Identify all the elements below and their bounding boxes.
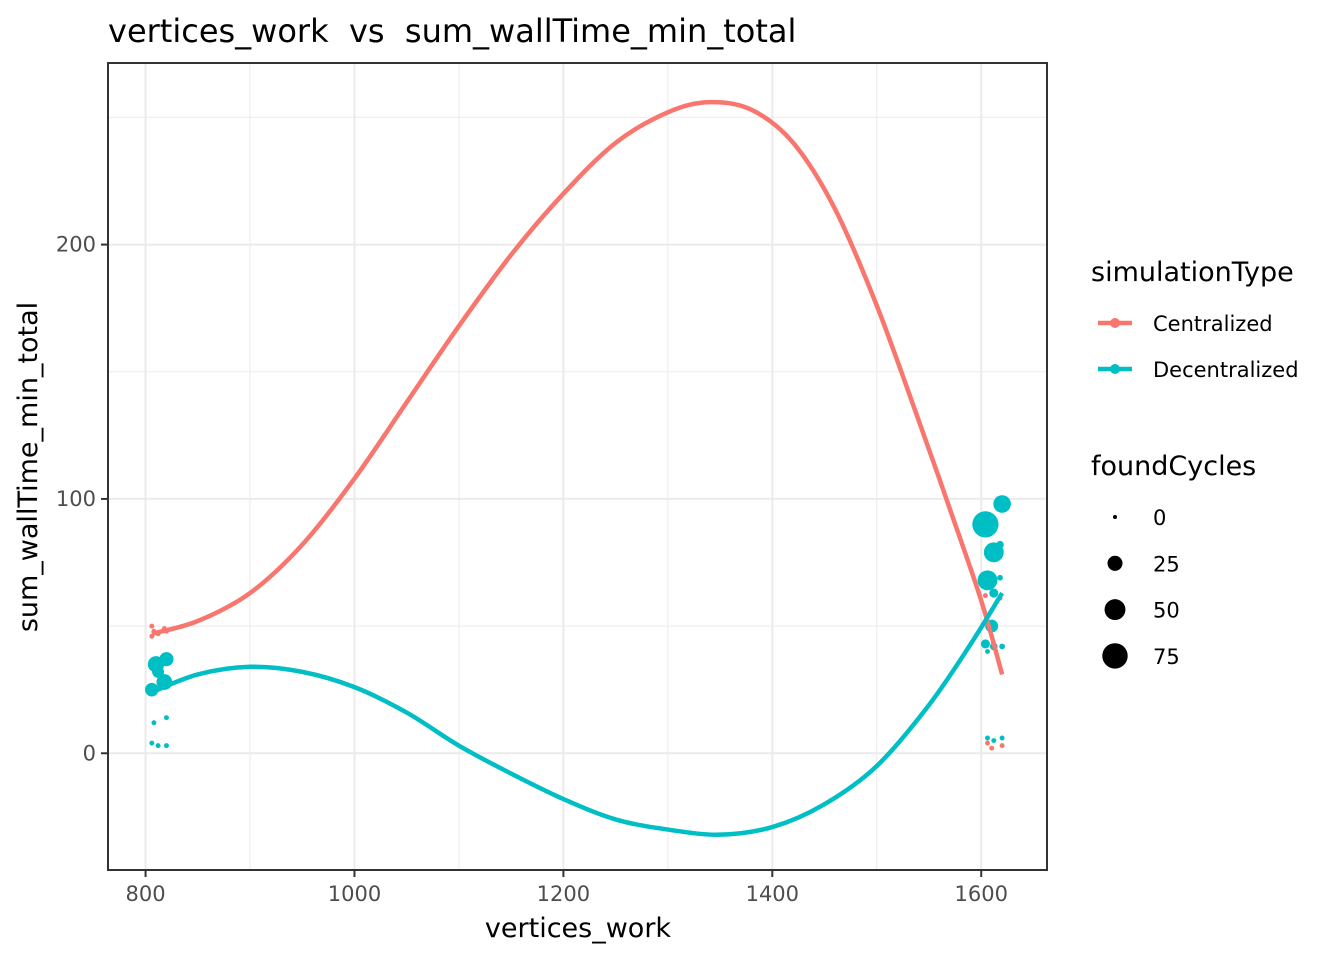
x-tick-label: 1400: [746, 882, 799, 906]
chart-title: vertices_work vs sum_wallTime_min_total: [108, 12, 796, 50]
data-point-decentralized: [163, 715, 169, 721]
data-point-decentralized: [972, 511, 999, 538]
legend-key-point: [1110, 318, 1120, 328]
x-tick-label: 1600: [955, 882, 1008, 906]
data-point-decentralized: [999, 643, 1005, 650]
data-point-centralized: [982, 593, 988, 599]
y-axis: 0 100 200: [56, 233, 108, 765]
data-point-decentralized: [991, 738, 997, 744]
data-point-decentralized: [993, 495, 1011, 513]
data-point-decentralized: [985, 649, 990, 655]
size-legend-title: foundCycles: [1091, 451, 1256, 482]
plot-panel-border: [107, 62, 1048, 871]
data-point-centralized: [989, 745, 995, 751]
y-tick-label: 0: [83, 741, 96, 765]
data-point-decentralized: [163, 743, 169, 749]
x-tick-label: 800: [126, 882, 166, 906]
legend-label: 0: [1153, 506, 1166, 530]
data-point-decentralized: [999, 735, 1005, 741]
legend-size-key: [1102, 643, 1128, 669]
series-layer: [145, 99, 1011, 837]
data-point-decentralized: [977, 570, 998, 591]
legend-label: Decentralized: [1153, 358, 1299, 382]
data-point-decentralized: [989, 588, 999, 598]
legend-label: 75: [1153, 645, 1180, 669]
size-legend: foundCycles 0 25 50 75: [1091, 451, 1256, 669]
data-point-decentralized: [159, 652, 174, 667]
data-point-centralized: [985, 740, 990, 746]
data-point-centralized: [999, 743, 1005, 749]
smooth-line-decentralized: [150, 591, 1005, 837]
legend-key-point: [1110, 364, 1120, 374]
x-axis-title: vertices_work: [485, 913, 672, 944]
y-axis-title: sum_wallTime_min_total: [13, 302, 44, 632]
legend-size-key: [1104, 599, 1126, 621]
data-point-decentralized: [151, 720, 157, 726]
legend-label: Centralized: [1153, 312, 1273, 336]
data-point-decentralized: [980, 639, 990, 649]
data-point-centralized: [149, 623, 155, 629]
legend-label: 25: [1153, 552, 1180, 576]
legend-size-key: [1107, 555, 1123, 571]
data-point-decentralized: [996, 540, 1004, 549]
x-axis: 800 1000 1200 1400 1600: [126, 870, 1008, 906]
x-tick-label: 1000: [328, 882, 381, 906]
y-tick-label: 200: [56, 233, 96, 257]
data-point-decentralized: [149, 740, 155, 746]
data-point-decentralized: [985, 735, 990, 741]
grid-minor: [109, 64, 1046, 869]
smooth-line-centralized: [151, 99, 1005, 676]
legend-size-key: [1113, 515, 1117, 519]
color-legend-title: simulationType: [1091, 257, 1294, 288]
color-legend: simulationType Centralized Decentralized: [1091, 257, 1299, 382]
data-point-decentralized: [155, 743, 161, 749]
legend-label: 50: [1153, 599, 1180, 623]
data-point-decentralized: [997, 574, 1003, 581]
x-tick-label: 1200: [537, 882, 590, 906]
grid-major: [109, 64, 1046, 869]
y-tick-label: 100: [56, 487, 96, 511]
